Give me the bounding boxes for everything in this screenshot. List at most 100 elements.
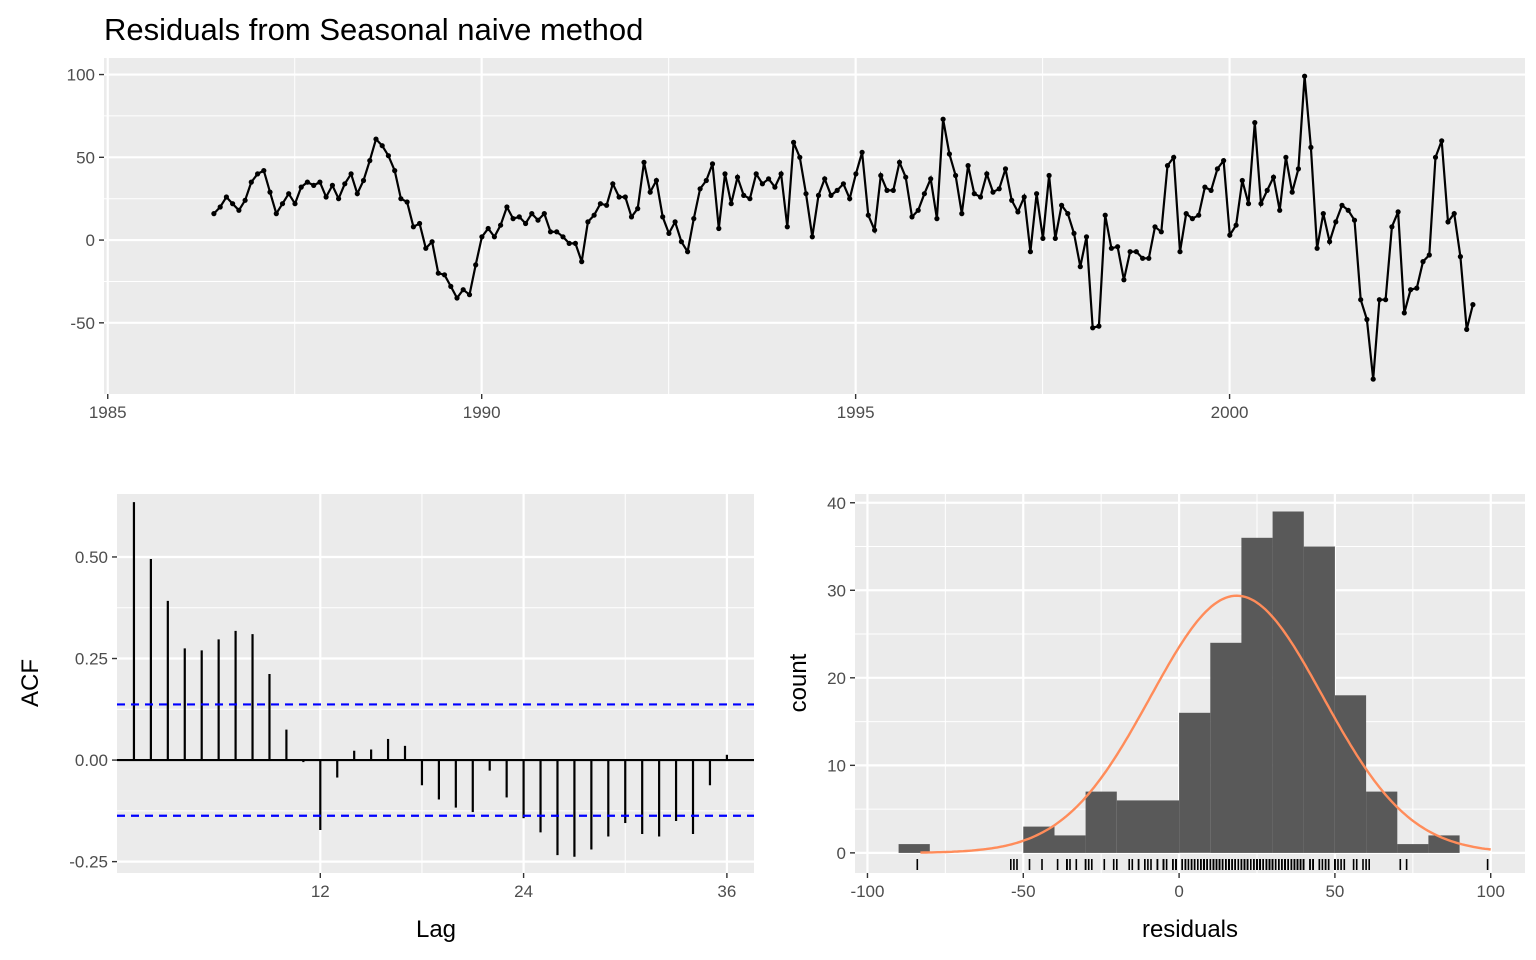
time-series-x-tick-label: 1995 (837, 403, 875, 422)
residual-point (697, 186, 703, 192)
acf-x-tick-label: 12 (311, 882, 330, 901)
residual-point (1464, 326, 1470, 332)
residual-point (1196, 212, 1202, 218)
residual-point (535, 217, 541, 223)
residual-point (959, 211, 965, 217)
residual-point (1189, 216, 1195, 222)
residual-point (1065, 211, 1071, 217)
residual-point (672, 219, 678, 225)
time-series-x-tick-label: 2000 (1211, 403, 1249, 422)
residual-point (604, 202, 610, 208)
residual-point (1295, 166, 1301, 172)
histogram-y-tick-label: 0 (837, 844, 846, 863)
residual-point (261, 168, 267, 174)
time-series-y-tick-label: 50 (76, 148, 95, 167)
residual-point (716, 225, 722, 232)
residual-point (410, 224, 416, 230)
residual-point (915, 207, 921, 213)
residual-point (566, 240, 572, 246)
residual-point (1059, 202, 1065, 208)
residual-point (255, 171, 261, 177)
residual-point (884, 187, 890, 193)
residual-point (379, 143, 385, 149)
residual-point (435, 270, 441, 276)
residual-point (398, 196, 404, 202)
residual-point (616, 194, 622, 200)
residual-point (1264, 187, 1270, 193)
residual-point (1208, 187, 1214, 193)
residual-point (1083, 234, 1090, 240)
histogram-bar (1210, 642, 1242, 853)
residual-point (273, 211, 279, 217)
chart-title: Residuals from Seasonal naive method (104, 12, 643, 47)
acf-panel: 12 24 36 -0.25 0.00 0.25 0.50 Lag ACF (17, 494, 754, 943)
residual-point (1046, 172, 1052, 179)
residual-point (1233, 222, 1239, 228)
acf-x-tick-label: 36 (717, 882, 736, 901)
histogram-y-axis-title: count (785, 653, 812, 712)
residual-point (1383, 297, 1389, 303)
residual-point (610, 181, 616, 187)
residual-point (1270, 174, 1277, 180)
residual-point (473, 262, 479, 268)
residual-point (1158, 229, 1164, 235)
residual-point (491, 234, 497, 240)
residual-point (1314, 245, 1320, 251)
residual-point (691, 216, 697, 222)
acf-x-axis-title: Lag (416, 916, 456, 943)
residual-point (834, 187, 840, 193)
histogram-bar (1116, 800, 1148, 853)
histogram-x-tick-label: 100 (1477, 882, 1505, 901)
residual-point (890, 187, 896, 193)
residual-point (1027, 249, 1033, 255)
histogram-y-tick-label: 30 (827, 581, 846, 600)
residual-point (1339, 202, 1345, 208)
residual-point (1320, 211, 1326, 217)
residual-point (809, 234, 815, 240)
histogram-tick-labels: -100 -50 0 50 100 0 10 20 30 40 (827, 494, 1505, 901)
residual-point (230, 201, 236, 207)
residual-point (1140, 255, 1146, 261)
residual-point (1289, 189, 1295, 195)
residual-point (847, 196, 853, 202)
residual-point (996, 186, 1002, 192)
time-series-tick-labels: 1985 1990 1995 2000 -50 0 50 100 (67, 66, 1249, 422)
residual-point (460, 287, 466, 293)
residual-point (822, 176, 828, 182)
residual-point (1146, 255, 1152, 261)
residual-point (392, 168, 398, 174)
residual-point (1432, 154, 1439, 160)
residual-point (242, 197, 248, 203)
acf-y-tick-label: 0.25 (75, 650, 108, 669)
histogram-x-tick-label: 50 (1325, 882, 1344, 901)
residual-point (1451, 211, 1457, 217)
acf-x-tick-label: 24 (514, 882, 533, 901)
acf-spikes (117, 502, 754, 857)
residual-point (1164, 163, 1171, 169)
residual-point (211, 211, 217, 217)
residual-point (803, 191, 809, 197)
residual-point (1258, 201, 1264, 207)
residual-point (236, 207, 242, 213)
residual-point (441, 272, 448, 278)
residual-point (840, 181, 847, 187)
residual-point (934, 216, 940, 222)
residual-point (903, 174, 909, 180)
residual-point (348, 171, 354, 177)
residual-point (1096, 323, 1102, 329)
residual-point (678, 239, 685, 245)
residual-point (753, 171, 759, 177)
residual-point (423, 245, 429, 251)
residual-point (1370, 376, 1376, 382)
histogram-bar (1147, 800, 1180, 853)
residual-point (1077, 264, 1083, 270)
time-series-x-tick-label: 1990 (463, 403, 501, 422)
residual-point (1034, 191, 1040, 197)
residual-point (647, 189, 653, 195)
residual-point (977, 194, 984, 200)
residual-point (728, 201, 734, 207)
histogram-bar (1241, 537, 1273, 853)
residual-point (1327, 239, 1333, 245)
residual-point (865, 212, 871, 218)
residual-point (766, 176, 772, 182)
